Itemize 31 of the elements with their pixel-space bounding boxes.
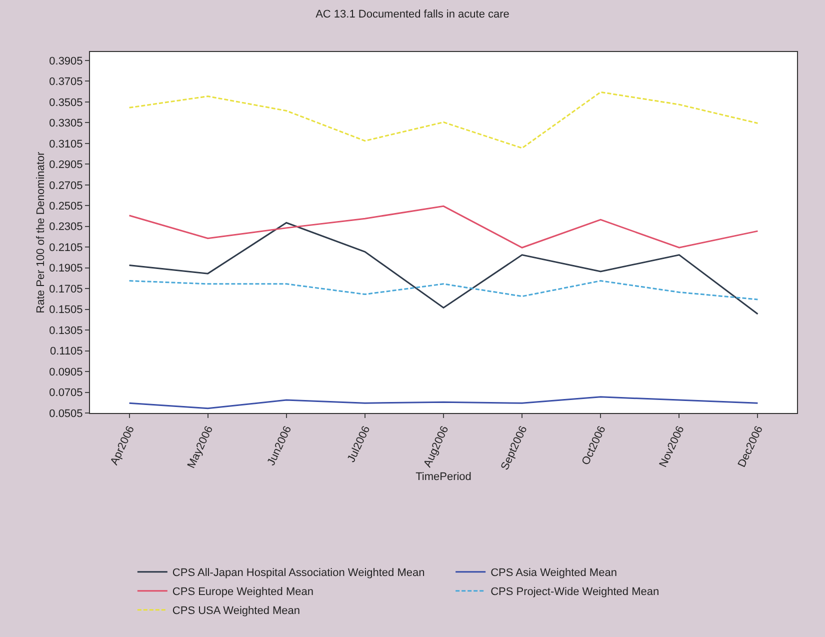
y-tick-label: 0.1705 [49,283,83,296]
line-series [128,91,758,149]
line-series [128,205,758,248]
y-tick-label: 0.1905 [49,262,83,275]
y-tick-label: 0.1305 [49,324,83,337]
legend-label: CPS Project-Wide Weighted Mean [490,586,660,598]
y-tick-label: 0.3305 [49,118,83,130]
legend-label: CPS Asia Weighted Mean [490,567,617,580]
chart-title: AC 13.1 Documented falls in acute care [316,8,510,20]
legend-label: CPS Europe Weighted Mean [172,586,314,598]
y-tick-label: 0.2305 [49,221,83,234]
y-tick-label: 0.2705 [49,180,83,192]
legend-label: CPS USA Weighted Mean [172,605,300,618]
line-series [128,280,758,300]
x-axis-title: TimePeriod [416,471,472,484]
legend-label: CPS All-Japan Hospital Association Weighted Mean [172,567,425,580]
y-tick-label: 0.0505 [49,408,83,420]
y-tick-label: 0.2905 [49,159,83,172]
line-series [128,222,758,315]
y-tick-label: 0.2105 [49,242,83,254]
y-tick-label: 0.3705 [49,76,83,88]
line-series [128,396,758,410]
y-tick-label: 0.0905 [49,366,83,378]
y-tick-label: 0.3105 [49,138,83,150]
y-tick-label: 0.1105 [50,346,83,358]
y-axis-title: Rate Per 100 of the Denominator [35,151,48,314]
y-tick-label: 0.2505 [49,200,83,212]
y-tick-label: 0.0705 [49,387,83,400]
y-tick-label: 0.3505 [49,96,83,109]
y-tick-label: 0.1505 [49,304,83,316]
y-tick-label: 0.3905 [49,55,83,68]
